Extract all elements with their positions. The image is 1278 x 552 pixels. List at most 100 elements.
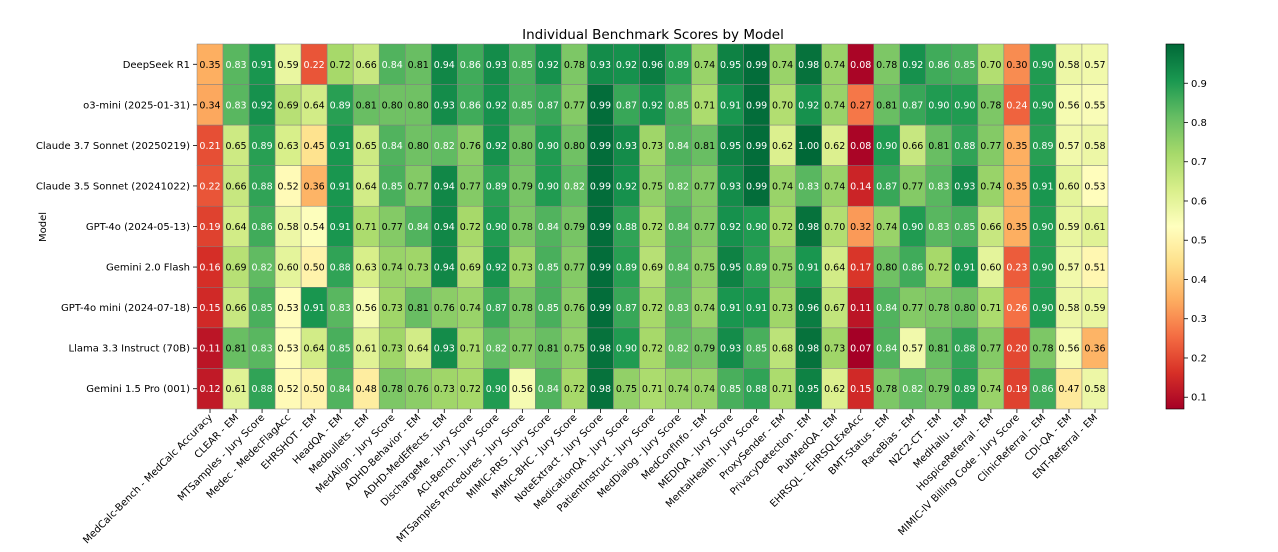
heatmap-cell (248, 287, 276, 329)
heatmap-cell (300, 327, 328, 369)
cell-value-label: 0.90 (746, 222, 767, 233)
cell-value-label: 0.84 (668, 263, 689, 274)
cell-value-label: 0.81 (928, 344, 949, 355)
heatmap-cell (717, 43, 744, 85)
heatmap-cell (899, 124, 927, 166)
cell-value-label: 0.74 (694, 303, 715, 314)
heatmap-cell (691, 43, 718, 85)
cell-value-label: 0.59 (278, 60, 299, 71)
cell-value-label: 0.08 (850, 60, 871, 71)
cell-value-label: 0.91 (330, 181, 351, 192)
heatmap-cell (1081, 368, 1109, 410)
cell-value-label: 0.69 (642, 263, 663, 274)
cell-value-label: 0.73 (434, 384, 455, 395)
cell-value-label: 0.74 (382, 263, 403, 274)
cell-value-label: 0.73 (824, 344, 845, 355)
cell-value-label: 0.36 (1084, 344, 1105, 355)
heatmap-cell (743, 43, 770, 85)
cell-value-label: 0.07 (850, 344, 871, 355)
heatmap-cell (457, 327, 484, 369)
cell-value-label: 0.71 (460, 344, 481, 355)
cell-value-label: 0.85 (954, 60, 975, 71)
cell-value-label: 0.81 (408, 60, 429, 71)
heatmap-cell (274, 287, 302, 329)
cell-value-label: 0.76 (564, 303, 585, 314)
heatmap-cell (717, 205, 744, 248)
cell-value-label: 0.90 (954, 100, 975, 111)
cell-value-label: 0.35 (199, 60, 220, 71)
cell-value-label: 0.65 (225, 141, 246, 152)
heatmap-cell (639, 84, 666, 126)
heatmap-cell (769, 327, 796, 369)
heatmap-cell (561, 124, 588, 166)
cell-value-label: 0.76 (460, 141, 481, 152)
cell-value-label: 0.73 (382, 344, 403, 355)
heatmap-cell (925, 84, 953, 126)
heatmap-cell (717, 165, 744, 207)
cell-value-label: 0.82 (668, 181, 689, 192)
colorbar-tick-label: 0.4 (1191, 275, 1207, 286)
cell-value-label: 0.65 (356, 141, 377, 152)
heatmap-cell (717, 124, 744, 166)
heatmap-cell (691, 287, 718, 329)
cell-value-label: 0.74 (772, 181, 793, 192)
heatmap-cell (1081, 165, 1109, 207)
colorbar-tick-label: 0.6 (1191, 196, 1207, 207)
heatmap-cell (196, 246, 224, 288)
heatmap-cell (847, 84, 874, 126)
heatmap-cell (587, 165, 614, 207)
heatmap-cell (222, 327, 250, 369)
cell-value-label: 0.89 (746, 263, 767, 274)
cell-value-label: 0.93 (434, 100, 455, 111)
cell-value-label: 0.64 (356, 181, 377, 192)
cell-value-label: 0.78 (382, 384, 403, 395)
cell-value-label: 0.27 (850, 100, 871, 111)
heatmap-cell (326, 246, 354, 288)
cell-value-label: 0.92 (486, 263, 507, 274)
heatmap-cell (1003, 84, 1031, 126)
heatmap-cell (717, 327, 744, 369)
cell-value-label: 0.57 (1058, 263, 1079, 274)
column-label: MIMIC-IV Billing Code - Jury Score (896, 412, 1022, 538)
heatmap-cell (457, 287, 484, 329)
heatmap-cell (691, 84, 718, 126)
heatmap-cell (691, 368, 718, 410)
heatmap-cell (326, 327, 354, 369)
heatmap-cell (847, 205, 874, 248)
cell-value-label: 0.64 (824, 263, 845, 274)
cell-value-label: 0.99 (590, 181, 611, 192)
heatmap-cell (1003, 368, 1031, 410)
heatmap-cell (509, 287, 536, 329)
cell-value-label: 0.87 (616, 303, 637, 314)
cell-value-label: 0.08 (850, 141, 871, 152)
heatmap-cell (665, 124, 692, 166)
cell-value-label: 0.80 (408, 100, 429, 111)
heatmap-cell (483, 43, 510, 85)
heatmap-cell (483, 84, 510, 126)
heatmap-cell (743, 165, 770, 207)
heatmap-cell (274, 84, 302, 126)
heatmap-cell (665, 84, 692, 126)
cell-value-label: 0.86 (902, 263, 923, 274)
cell-value-label: 0.75 (564, 344, 585, 355)
heatmap-cell (404, 205, 432, 248)
cell-value-label: 0.99 (590, 222, 611, 233)
heatmap-cell (587, 327, 614, 369)
cell-value-label: 0.83 (225, 60, 246, 71)
cell-value-label: 0.81 (356, 100, 377, 111)
cell-value-label: 0.90 (486, 222, 507, 233)
cell-value-label: 0.61 (225, 384, 246, 395)
heatmap-cell (717, 246, 744, 288)
cell-value-label: 0.53 (278, 303, 299, 314)
cell-value-label: 0.77 (564, 100, 585, 111)
cell-value-label: 0.62 (772, 141, 793, 152)
cell-value-label: 0.92 (486, 141, 507, 152)
cell-value-label: 0.96 (642, 60, 663, 71)
cell-value-label: 0.95 (720, 141, 741, 152)
heatmap-cell (951, 124, 979, 166)
heatmap-cell (352, 84, 380, 126)
heatmap-cell (639, 368, 666, 410)
cell-value-label: 0.93 (616, 141, 637, 152)
heatmap-cell (639, 327, 666, 369)
cell-value-label: 0.92 (538, 60, 559, 71)
